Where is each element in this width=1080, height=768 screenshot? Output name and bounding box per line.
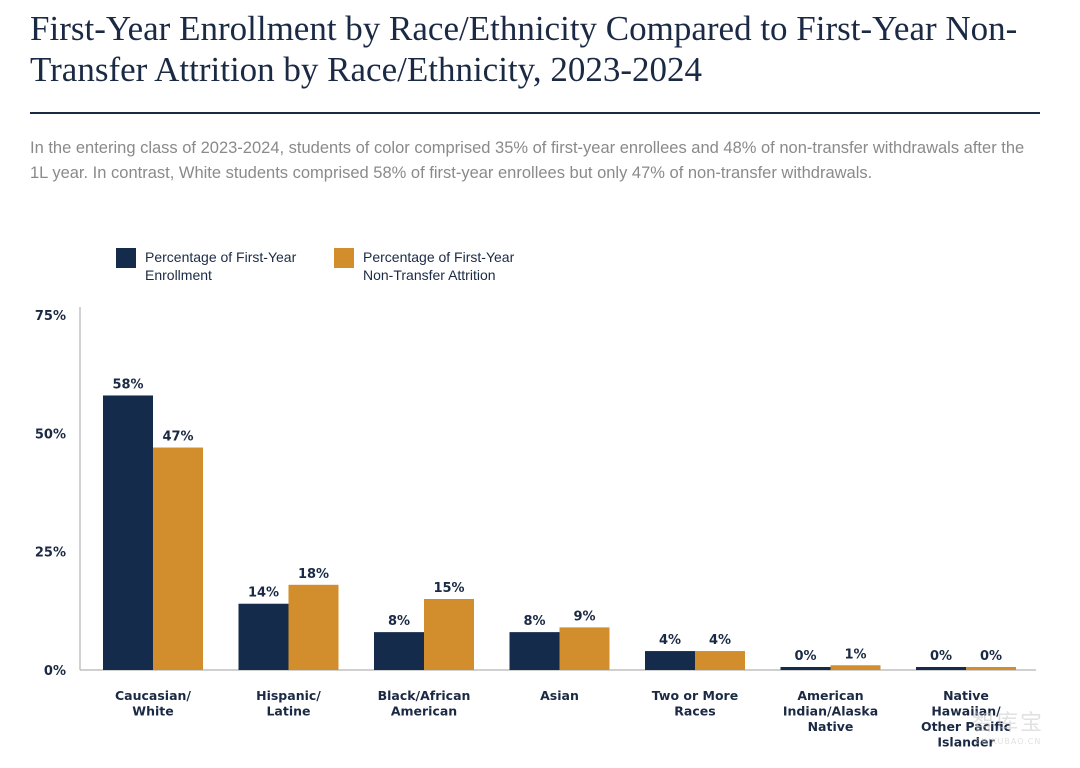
chart-subtitle: In the entering class of 2023-2024, stud… [30, 139, 1025, 182]
x-tick-label: Latine [266, 704, 310, 719]
bar [424, 599, 474, 670]
bar [780, 667, 831, 670]
x-tick-label: Native [808, 719, 854, 734]
watermark: 智库宝 ZHIKUBAO.CN [958, 705, 1058, 746]
bar [103, 395, 153, 670]
x-tick-label: White [132, 704, 173, 719]
bar [645, 651, 695, 670]
x-tick-label: Caucasian/ [115, 688, 191, 703]
data-label: 4% [709, 633, 731, 648]
bar [238, 603, 289, 670]
bar [559, 627, 610, 670]
x-tick-label: American [797, 688, 863, 703]
legend-swatch-enrollment [116, 248, 136, 268]
data-label: 0% [980, 649, 1002, 664]
data-label: 0% [930, 649, 952, 664]
watermark-text: 智库宝 [971, 711, 1044, 736]
bar [966, 667, 1016, 670]
x-tick-label: Races [674, 704, 715, 719]
x-tick-label: Native [943, 688, 989, 703]
data-label: 1% [844, 647, 866, 662]
data-label: 15% [433, 581, 464, 596]
bar [509, 632, 560, 670]
x-tick-label: Indian/Alaska [783, 704, 878, 719]
data-label: 18% [298, 567, 329, 582]
data-label: 14% [248, 586, 279, 601]
x-tick-label: Other Pacific [921, 719, 1011, 734]
y-tick-label: 75% [35, 309, 66, 324]
x-tick-label: Islander [937, 735, 995, 750]
bar [288, 584, 339, 670]
legend-label-enrollment: Percentage of First-Year Enrollment [145, 249, 297, 283]
chart-title: First-Year Enrollment by Race/Ethnicity … [30, 9, 1018, 89]
y-tick-label: 25% [35, 546, 66, 561]
bar [374, 632, 424, 670]
title-divider [30, 112, 1040, 114]
y-tick-label: 50% [35, 427, 66, 442]
legend-item-attrition: Percentage of First-Year Non-Transfer At… [334, 248, 533, 284]
watermark-url: ZHIKUBAO.CN [974, 737, 1042, 746]
data-label: 8% [388, 614, 410, 629]
x-tick-label: Hawaiian/ [931, 704, 1001, 719]
y-tick-label: 0% [44, 664, 66, 679]
legend-label-attrition: Percentage of First-Year Non-Transfer At… [363, 249, 515, 283]
bar [916, 667, 966, 670]
bar [830, 665, 881, 670]
x-tick-label: Hispanic/ [256, 688, 321, 703]
x-tick-label: American [391, 704, 457, 719]
bar [153, 447, 203, 670]
data-label: 0% [794, 649, 816, 664]
data-label: 4% [659, 633, 681, 648]
legend-swatch-attrition [334, 248, 354, 268]
data-label: 47% [162, 430, 193, 445]
data-label: 9% [573, 609, 595, 624]
data-label: 58% [112, 377, 143, 392]
data-label: 8% [523, 614, 545, 629]
legend-item-enrollment: Percentage of First-Year Enrollment [116, 248, 315, 284]
x-tick-label: Two or More [652, 688, 738, 703]
x-tick-label: Asian [540, 688, 579, 703]
x-tick-label: Black/African [378, 688, 471, 703]
bar [695, 651, 745, 670]
